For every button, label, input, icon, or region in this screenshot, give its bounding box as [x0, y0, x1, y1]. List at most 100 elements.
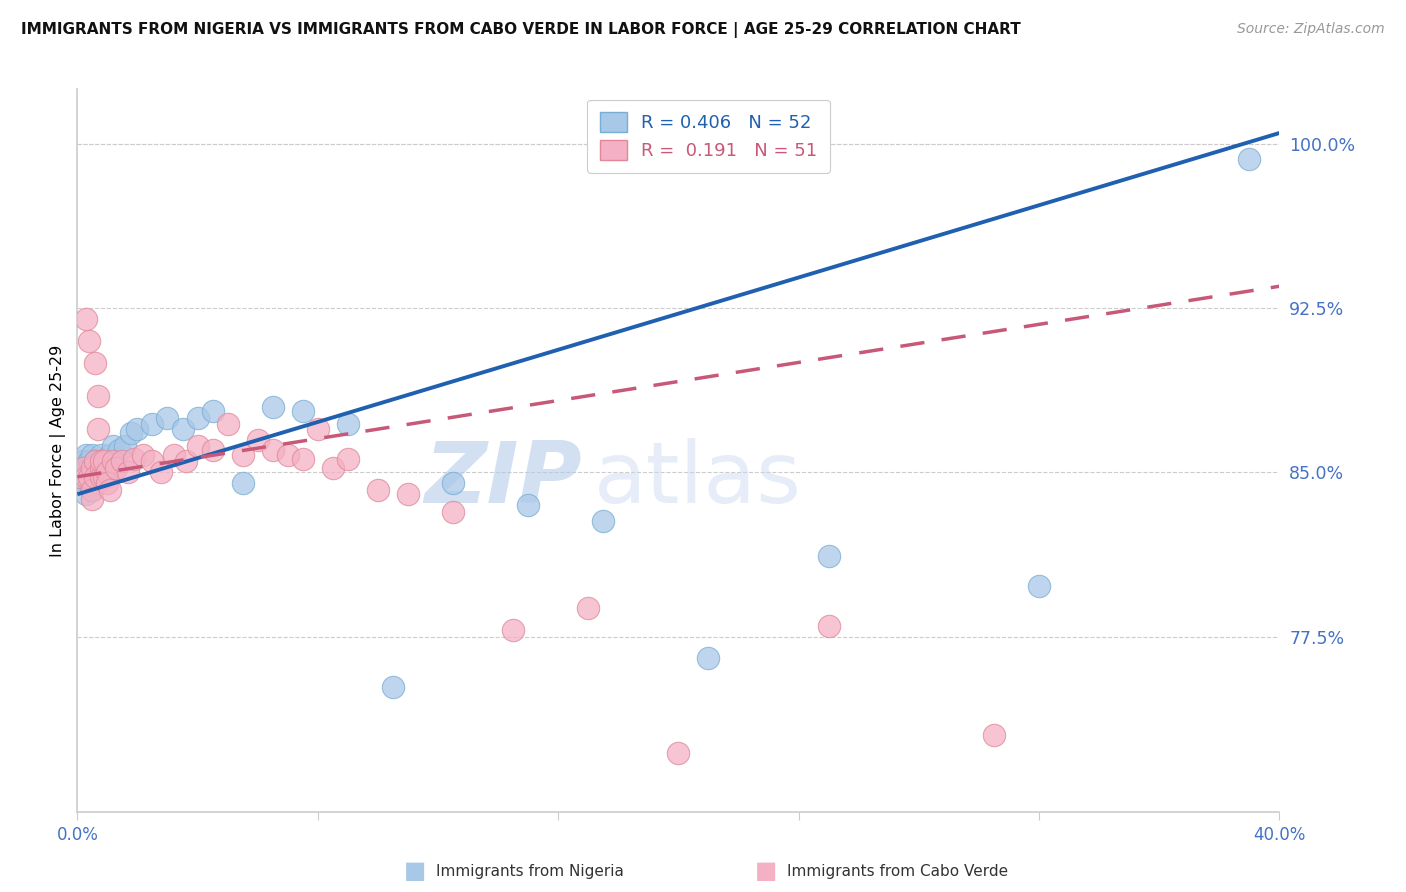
Point	[108, 443, 131, 458]
Point	[100, 448, 122, 462]
Point	[232, 476, 254, 491]
Point	[156, 410, 179, 425]
Point	[84, 454, 107, 468]
Point	[817, 549, 839, 563]
Point	[75, 312, 97, 326]
Point	[90, 469, 112, 483]
Point	[124, 452, 146, 467]
Point	[441, 476, 464, 491]
Point	[93, 469, 115, 483]
Point	[82, 469, 104, 483]
Point	[72, 454, 94, 468]
Point	[82, 483, 104, 497]
Point	[75, 469, 97, 483]
Point	[111, 454, 134, 468]
Text: Immigrants from Nigeria: Immigrants from Nigeria	[436, 864, 624, 879]
Point	[96, 454, 118, 468]
Point	[93, 469, 115, 483]
Point	[84, 461, 107, 475]
Point	[79, 334, 101, 348]
Point	[307, 421, 329, 435]
Point	[79, 476, 101, 491]
Point	[336, 452, 359, 467]
Point	[217, 417, 239, 432]
Point	[84, 454, 107, 468]
Point	[396, 487, 419, 501]
Point	[90, 448, 112, 462]
Text: ■: ■	[404, 860, 426, 883]
Point	[82, 466, 104, 480]
Point	[697, 651, 720, 665]
Point	[232, 448, 254, 462]
Point	[84, 476, 107, 491]
Point	[117, 466, 139, 480]
Point	[79, 469, 101, 483]
Point	[87, 466, 110, 480]
Point	[87, 421, 110, 435]
Point	[90, 469, 112, 483]
Point	[817, 618, 839, 632]
Point	[132, 448, 155, 462]
Point	[576, 601, 599, 615]
Point	[174, 454, 197, 468]
Point	[291, 452, 314, 467]
Point	[336, 417, 359, 432]
Y-axis label: In Labor Force | Age 25-29: In Labor Force | Age 25-29	[51, 344, 66, 557]
Point	[72, 476, 94, 491]
Point	[69, 469, 91, 483]
Point	[150, 466, 173, 480]
Point	[322, 461, 344, 475]
Point	[1028, 579, 1050, 593]
Point	[105, 454, 128, 468]
Point	[90, 454, 112, 468]
Text: IMMIGRANTS FROM NIGERIA VS IMMIGRANTS FROM CABO VERDE IN LABOR FORCE | AGE 25-29: IMMIGRANTS FROM NIGERIA VS IMMIGRANTS FR…	[21, 22, 1021, 38]
Point	[87, 454, 110, 468]
Point	[75, 461, 97, 475]
Point	[75, 448, 97, 462]
Point	[1239, 153, 1261, 167]
Point	[187, 410, 209, 425]
Point	[441, 505, 464, 519]
Text: ■: ■	[755, 860, 778, 883]
Point	[96, 466, 118, 480]
Point	[367, 483, 389, 497]
Point	[87, 389, 110, 403]
Point	[141, 454, 163, 468]
Point	[96, 476, 118, 491]
Point	[82, 483, 104, 497]
Point	[100, 483, 122, 497]
Point	[668, 746, 690, 760]
Point	[162, 448, 184, 462]
Point	[84, 469, 107, 483]
Point	[84, 356, 107, 370]
Text: ZIP: ZIP	[425, 438, 582, 521]
Text: atlas: atlas	[595, 438, 803, 521]
Point	[90, 461, 112, 475]
Point	[69, 469, 91, 483]
Point	[172, 421, 194, 435]
Point	[277, 448, 299, 462]
Point	[127, 421, 149, 435]
Point	[84, 469, 107, 483]
Point	[90, 461, 112, 475]
Point	[517, 498, 540, 512]
Point	[87, 476, 110, 491]
Point	[72, 461, 94, 475]
Point	[246, 433, 269, 447]
Point	[75, 487, 97, 501]
Point	[120, 425, 142, 440]
Point	[114, 439, 136, 453]
Point	[291, 404, 314, 418]
Text: Source: ZipAtlas.com: Source: ZipAtlas.com	[1237, 22, 1385, 37]
Legend: R = 0.406   N = 52, R =  0.191   N = 51: R = 0.406 N = 52, R = 0.191 N = 51	[586, 100, 830, 173]
Point	[96, 466, 118, 480]
Point	[262, 400, 284, 414]
Point	[103, 439, 125, 453]
Point	[103, 454, 125, 468]
Point	[262, 443, 284, 458]
Point	[502, 623, 524, 637]
Point	[79, 469, 101, 483]
Point	[983, 728, 1005, 742]
Point	[201, 404, 224, 418]
Point	[592, 514, 614, 528]
